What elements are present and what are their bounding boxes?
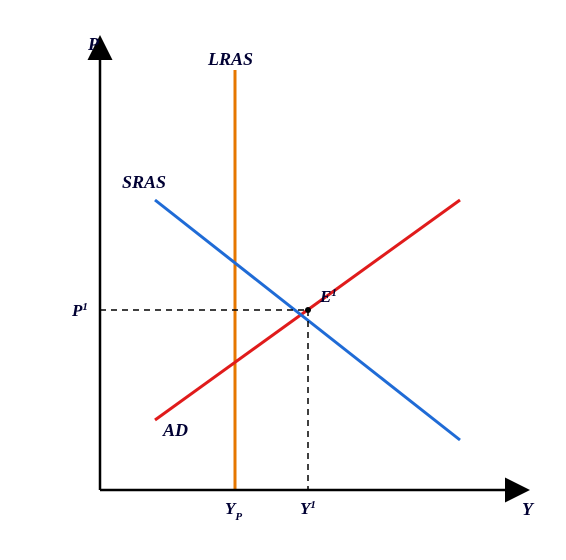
chart-svg: PYLRASSRASADE1P1Y1YP [0, 0, 566, 560]
chart-background [0, 0, 566, 560]
sras-label: SRAS [122, 172, 166, 192]
ad-label: AD [162, 420, 188, 440]
asad-chart: PYLRASSRASADE1P1Y1YP [0, 0, 566, 560]
y-axis-label: P [87, 34, 100, 54]
equilibrium-point [305, 307, 311, 313]
lras-label: LRAS [207, 49, 253, 69]
